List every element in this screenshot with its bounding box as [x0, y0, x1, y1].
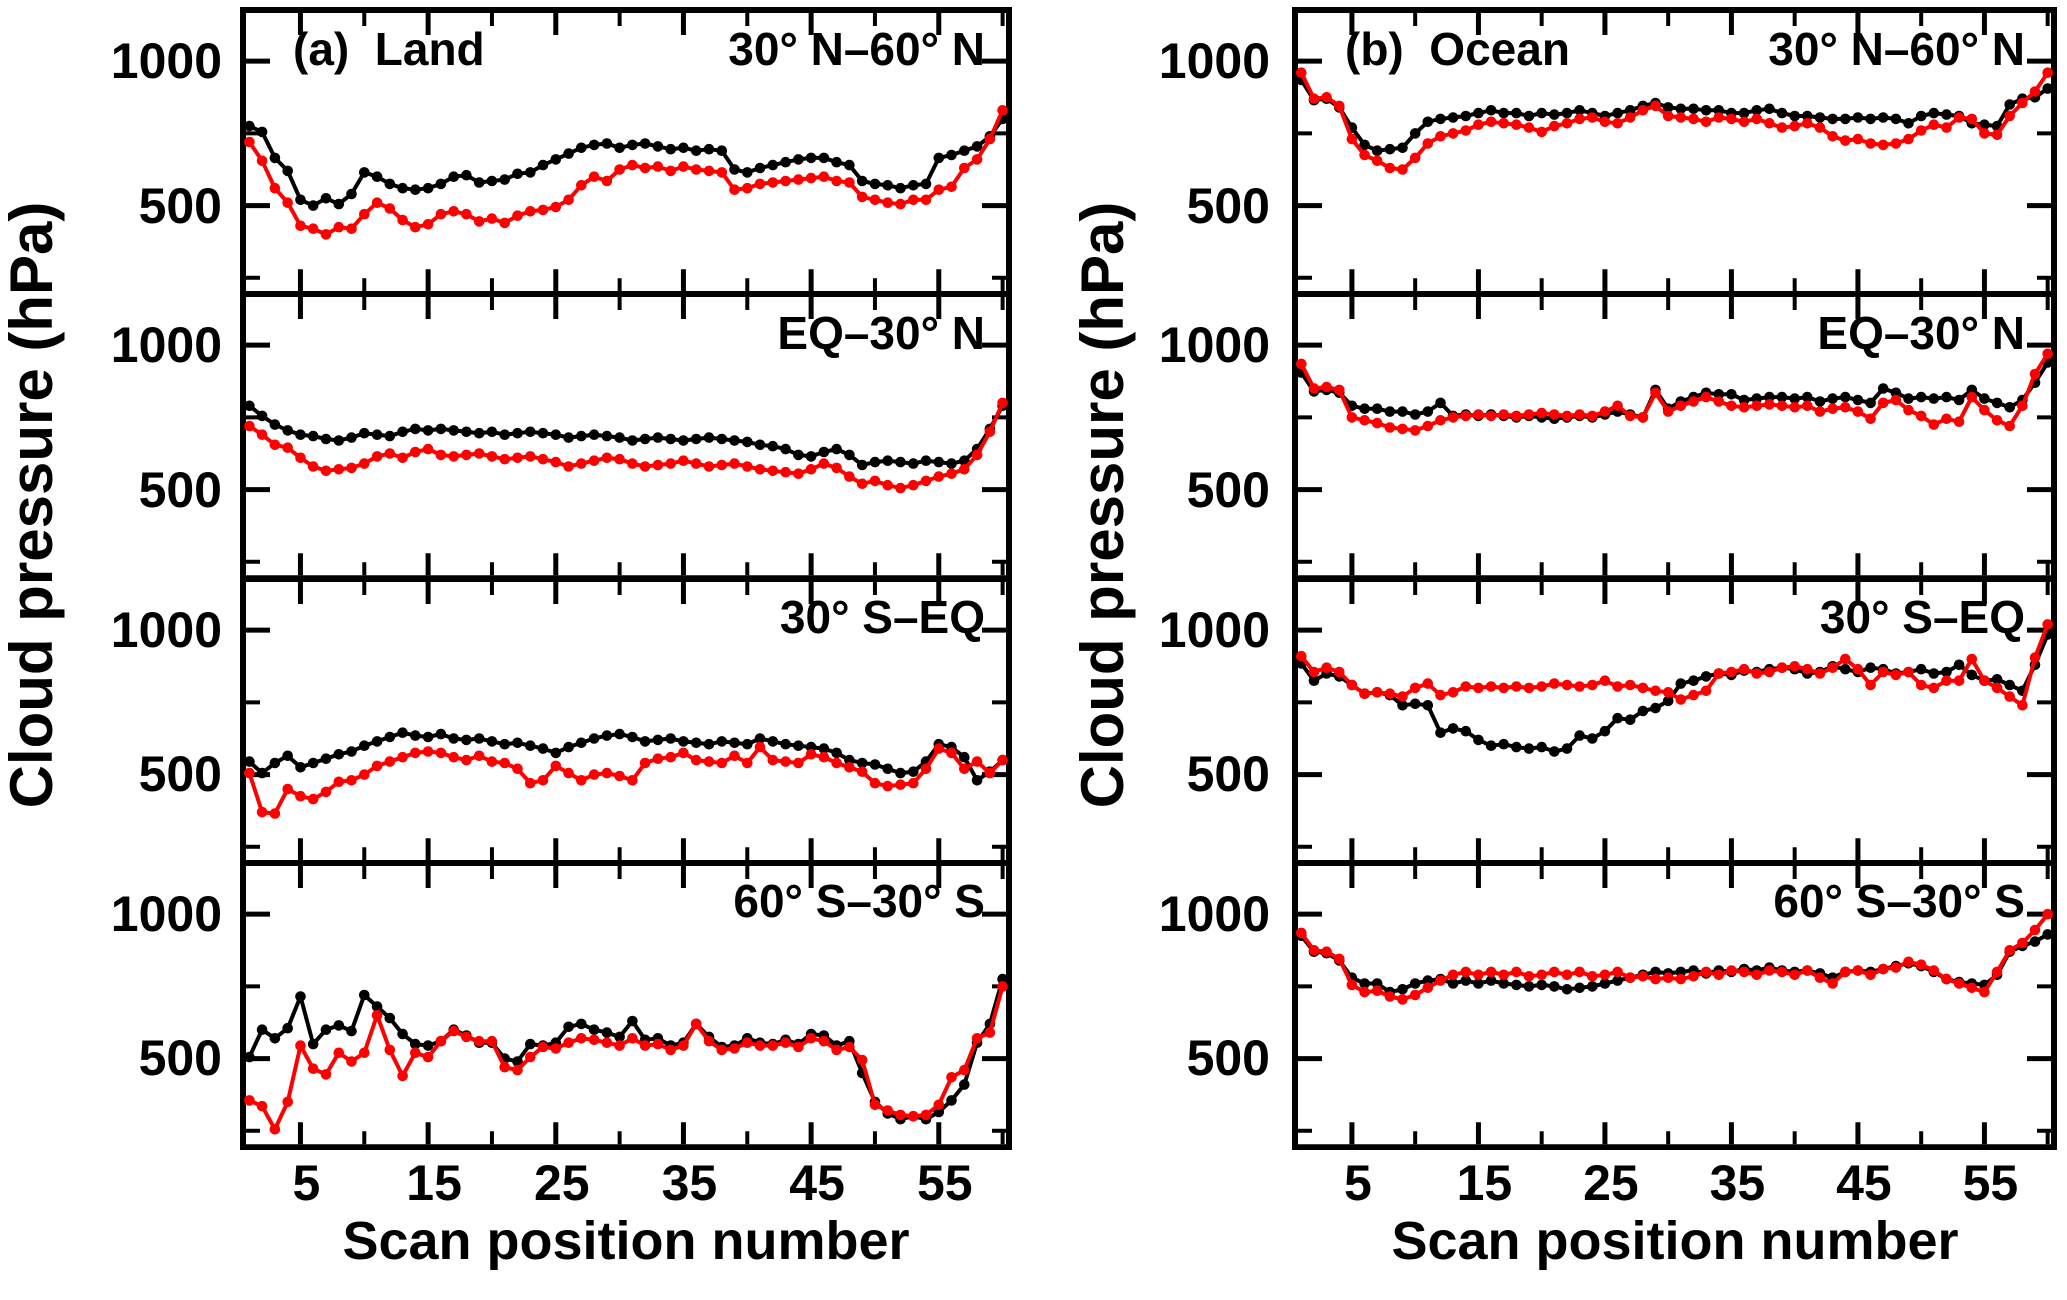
y-tick-label-land-row4-500: 500 — [138, 1030, 222, 1087]
y-tick-label-ocean-row2-1000: 1000 — [1158, 317, 1270, 374]
y-tick-label-ocean-row1-500: 500 — [1186, 177, 1270, 234]
series-black-ocean-row4 — [1296, 928, 2053, 998]
x-tick-label-ocean-45: 45 — [1836, 1155, 1892, 1211]
band-label-ocean-60s-30s: 60° S–30° S — [1773, 875, 2025, 927]
series-red-land-row1 — [244, 105, 1008, 240]
x-tick-label-ocean-5: 5 — [1344, 1155, 1372, 1211]
y-tick-label-ocean-row1-1000: 1000 — [1158, 33, 1270, 90]
series-red-ocean-row4 — [1296, 908, 2053, 1005]
band-label-land-30n-60n: 30° N–60° N — [728, 23, 985, 75]
series-black-land-row2 — [244, 400, 1008, 471]
plot-panel-land-row4 — [240, 859, 1012, 1150]
plot-panel-ocean-row4 — [1292, 859, 2057, 1150]
x-tick-label-land-5: 5 — [292, 1155, 321, 1211]
series-red-land-row4 — [244, 980, 1008, 1135]
y-tick-label-land-row1-1000: 1000 — [110, 33, 222, 90]
series-black-ocean-row1 — [1296, 74, 2053, 156]
plot-panel-ocean-row2 — [1292, 291, 2057, 582]
series-black-land-row3 — [244, 726, 1008, 786]
series-black-land-row4 — [244, 973, 1008, 1125]
y-tick-label-ocean-row3-1000: 1000 — [1158, 601, 1270, 658]
y-tick-label-land-row2-1000: 1000 — [110, 317, 222, 374]
series-black-land-row1 — [244, 113, 1008, 211]
corner-label-ocean: (b) Ocean — [1345, 23, 1570, 75]
series-red-ocean-row3 — [1296, 618, 2053, 711]
x-tick-label-land-35: 35 — [661, 1155, 718, 1211]
band-label-land-30s-eq: 30° S–EQ — [779, 591, 985, 643]
y-tick-label-land-row4-1000: 1000 — [110, 885, 222, 942]
y-tick-label-ocean-row3-500: 500 — [1186, 746, 1270, 803]
series-red-ocean-row1 — [1296, 67, 2053, 175]
x-tick-label-land-45: 45 — [789, 1155, 845, 1211]
x-tick-label-land-55: 55 — [916, 1155, 973, 1211]
plot-panel-ocean-row3 — [1292, 575, 2057, 866]
x-tick-label-ocean-55: 55 — [1962, 1155, 2019, 1211]
y-tick-label-land-row1-500: 500 — [138, 177, 222, 234]
y-tick-label-land-row2-500: 500 — [138, 461, 222, 518]
x-tick-label-ocean-35: 35 — [1709, 1155, 1766, 1211]
x-tick-label-ocean-25: 25 — [1583, 1155, 1639, 1211]
series-red-land-row3 — [244, 741, 1008, 819]
x-axis-title-left: Scan position number — [342, 1211, 910, 1271]
y-tick-label-ocean-row4-500: 500 — [1186, 1030, 1270, 1087]
y-tick-label-land-row3-1000: 1000 — [110, 601, 222, 658]
x-tick-label-ocean-15: 15 — [1456, 1155, 1513, 1211]
y-tick-label-ocean-row2-500: 500 — [1186, 461, 1270, 518]
series-red-land-row2 — [244, 397, 1008, 494]
y-tick-label-ocean-row4-1000: 1000 — [1158, 885, 1270, 942]
plot-panel-land-row1 — [240, 7, 1012, 298]
plot-panel-land-row2 — [240, 291, 1012, 582]
x-axis-title-right: Scan position number — [1391, 1211, 1959, 1271]
series-red-ocean-row2 — [1296, 348, 2053, 436]
y-tick-label-land-row3-500: 500 — [138, 746, 222, 803]
plot-panel-ocean-row1 — [1292, 7, 2057, 298]
band-label-ocean-30n-60n: 30° N–60° N — [1768, 23, 2025, 75]
band-label-land-eq-30n: EQ–30° N — [777, 307, 985, 359]
x-tick-label-land-15: 15 — [406, 1155, 462, 1211]
series-black-ocean-row2 — [1296, 357, 2053, 425]
band-label-ocean-30s-eq: 30° S–EQ — [1819, 591, 2025, 643]
band-label-land-60s-30s: 60° S–30° S — [733, 875, 985, 927]
plot-panel-land-row3 — [240, 575, 1012, 866]
x-tick-label-land-25: 25 — [533, 1155, 590, 1211]
band-label-ocean-eq-30n: EQ–30° N — [1817, 307, 2025, 359]
